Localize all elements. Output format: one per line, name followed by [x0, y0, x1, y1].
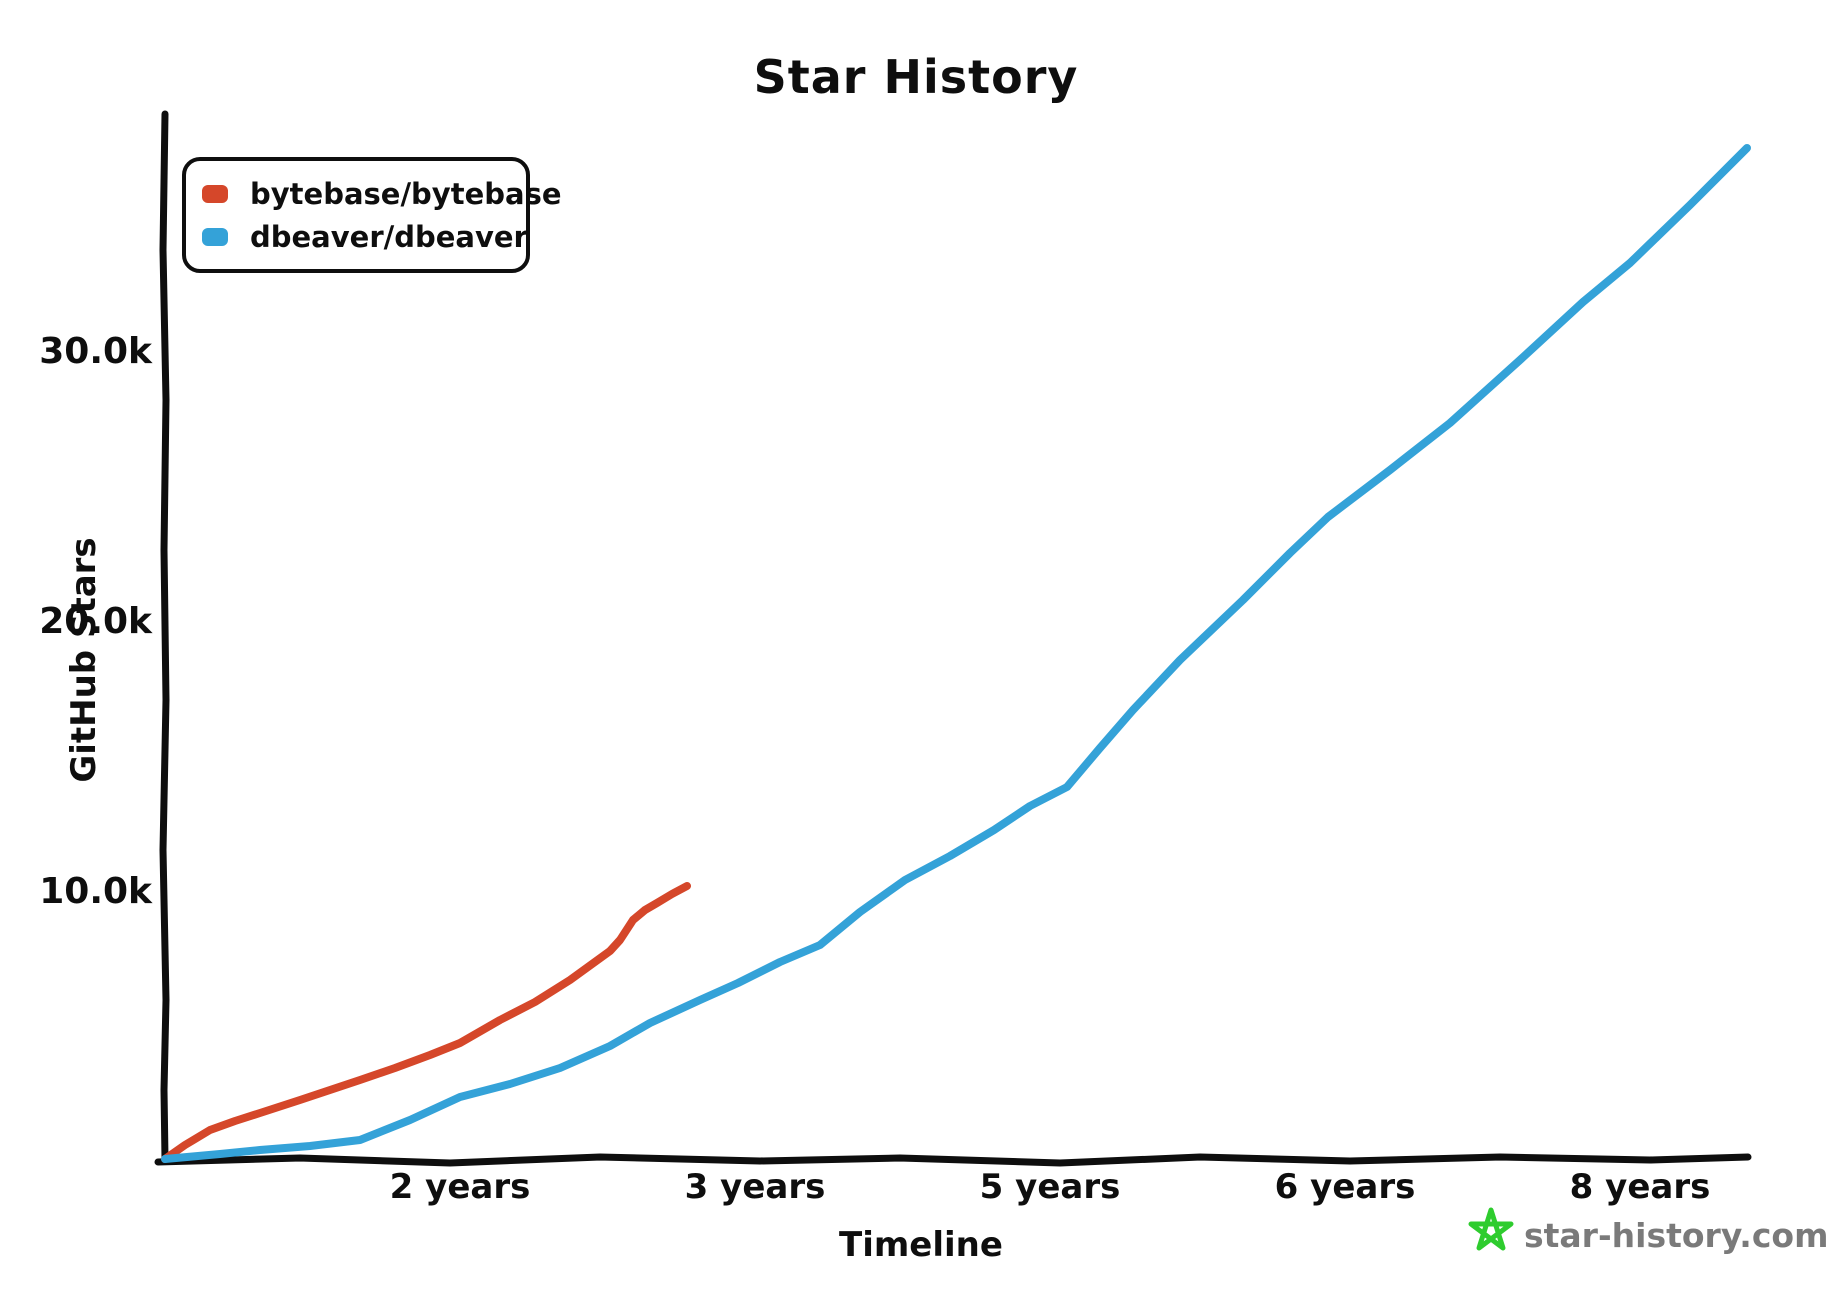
x-tick-5-years: 5 years [979, 1167, 1121, 1207]
legend-swatch-dbeaver [202, 227, 228, 246]
legend-label-bytebase: bytebase/bytebase [250, 176, 562, 211]
legend-label-dbeaver: dbeaver/dbeaver [250, 219, 528, 254]
x-tick-3-years: 3 years [684, 1167, 826, 1207]
legend-swatch-bytebase [202, 184, 228, 203]
legend: bytebase/bytebase dbeaver/dbeaver [182, 157, 562, 273]
y-tick-10k: 10.0k [39, 871, 152, 912]
watermark-text: star-history.com [1524, 1216, 1829, 1255]
legend-item-bytebase: bytebase/bytebase [202, 177, 562, 211]
series-line-dbeaver [161, 144, 1751, 1163]
x-tick-6-years: 6 years [1274, 1167, 1416, 1207]
y-tick-20k: 20.0k [39, 601, 152, 642]
y-tick-30k: 30.0k [39, 331, 152, 372]
x-tick-8-years: 8 years [1569, 1167, 1711, 1207]
x-tick-2-years: 2 years [389, 1167, 531, 1207]
series-line-bytebase [161, 882, 691, 1163]
legend-item-dbeaver: dbeaver/dbeaver [202, 220, 528, 254]
y-axis-line [159, 110, 170, 1163]
chart-title: Star History [753, 50, 1079, 104]
x-axis-title: Timeline [839, 1225, 1003, 1265]
x-axis-line [154, 1153, 1752, 1167]
y-axis-title: GitHub Stars [64, 537, 104, 783]
